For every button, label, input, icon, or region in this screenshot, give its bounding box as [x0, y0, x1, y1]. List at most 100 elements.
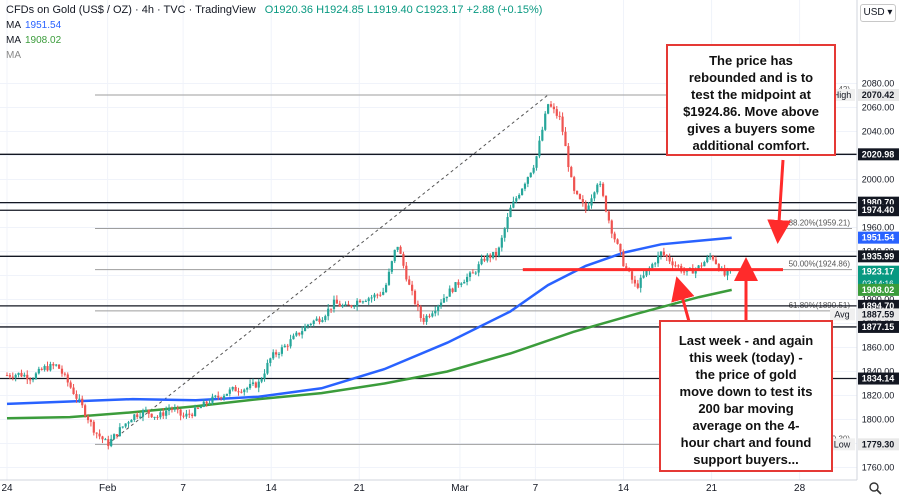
candle-body [503, 228, 506, 238]
y-tick-label: 1800.00 [862, 415, 895, 425]
candle-body [176, 408, 179, 410]
candle-body [448, 288, 451, 297]
candle-body [29, 379, 32, 381]
price-tag-value: 1779.30 [862, 439, 895, 449]
candle-body [338, 303, 341, 307]
candle-body [199, 406, 202, 409]
candle-body [141, 410, 145, 417]
candle-body [353, 306, 356, 308]
candle-body [303, 326, 307, 332]
ma-indicator-1[interactable]: MA 1951.54 [6, 20, 61, 31]
candle-body [329, 308, 333, 310]
candle-body [344, 304, 347, 306]
candle-body [604, 195, 608, 212]
candle-body [700, 265, 703, 267]
candle-body [674, 265, 677, 267]
candle-body [384, 284, 388, 292]
candle-body [457, 282, 460, 285]
candle-body [182, 415, 185, 417]
candle-body [610, 220, 613, 234]
candle-body [257, 381, 260, 388]
candle-body [301, 331, 304, 335]
candle-body [578, 194, 582, 200]
candle-body [694, 268, 697, 274]
candle-body [668, 256, 671, 262]
x-tick-label: 7 [180, 483, 186, 494]
candle-body [124, 423, 127, 427]
candle-body [78, 398, 81, 400]
candle-body [306, 324, 310, 327]
price-tag [858, 148, 899, 161]
candle-body [422, 318, 425, 322]
ma-indicator-2[interactable]: MA 1908.02 [6, 35, 61, 46]
candle-body [150, 413, 153, 418]
candle-body [324, 316, 327, 321]
price-tag-value: 2020.98 [862, 149, 895, 159]
ma-series-line-1[interactable] [6, 236, 732, 406]
candles[interactable] [5, 101, 732, 450]
candle-body [63, 373, 66, 375]
candle-body [541, 129, 544, 141]
candle-body [309, 323, 312, 325]
ma-indicator-3[interactable]: MA [6, 50, 21, 61]
candle-body [40, 368, 43, 370]
y-tick-label: 1760.00 [862, 463, 895, 473]
candle-body [532, 167, 535, 173]
candle-body [500, 237, 503, 248]
candle-body [43, 366, 46, 370]
candle-body [277, 353, 281, 355]
candle-body [431, 313, 434, 317]
price-tag [858, 320, 899, 333]
candle-body [683, 271, 686, 273]
candle-body [549, 104, 553, 107]
candle-body [451, 288, 454, 292]
price-tag [858, 308, 899, 321]
candle-body [266, 362, 269, 374]
symbol-title[interactable]: CFDs on Gold (US$ / OZ) [6, 4, 132, 16]
price-tag-value: 1974.40 [862, 205, 895, 215]
ma-series-line-2[interactable] [6, 288, 732, 420]
candle-body [714, 259, 718, 264]
interval-label[interactable]: 4h [141, 4, 154, 16]
x-tick-label: 21 [354, 483, 366, 494]
candle-body [697, 265, 700, 269]
candle-body [34, 373, 38, 380]
trend-line [107, 94, 549, 445]
price-tag-value: 1887.59 [862, 309, 895, 319]
candle-body [512, 201, 515, 208]
ma-value: 1908.02 [25, 35, 62, 46]
candle-body [321, 320, 324, 323]
candle-body [191, 414, 194, 417]
magnifier-icon[interactable] [868, 481, 884, 495]
candle-body [376, 294, 379, 296]
candle-body [659, 251, 663, 256]
candle-body [156, 416, 159, 418]
candle-body [671, 261, 674, 266]
candle-body [84, 405, 87, 416]
candle-body [8, 375, 11, 377]
price-tag-label: Avg [834, 309, 849, 319]
candle-body [26, 374, 29, 380]
candle-body [639, 277, 642, 288]
candle-body [593, 192, 596, 199]
candle-body [445, 296, 448, 299]
candle-body [208, 402, 211, 404]
candle-body [509, 207, 512, 218]
candle-body [283, 345, 286, 348]
chart-header: CFDs on Gold (US$ / OZ) · 4h · TVC · Tra… [6, 4, 543, 16]
candle-body [411, 284, 414, 291]
candle-body [529, 172, 532, 178]
candle-body [49, 364, 52, 371]
candle-body [75, 394, 78, 399]
candle-body [240, 391, 243, 393]
candle-body [110, 438, 113, 447]
candle-body [332, 299, 336, 309]
candle-body [468, 272, 472, 277]
candle-body [104, 439, 107, 441]
candle-body [66, 374, 69, 383]
y-tick-label: 2040.00 [862, 127, 895, 137]
price-tag [858, 250, 899, 263]
price-axis[interactable] [857, 0, 900, 497]
currency-selector[interactable]: USD ▾ [860, 4, 896, 22]
time-axis[interactable] [0, 480, 857, 497]
